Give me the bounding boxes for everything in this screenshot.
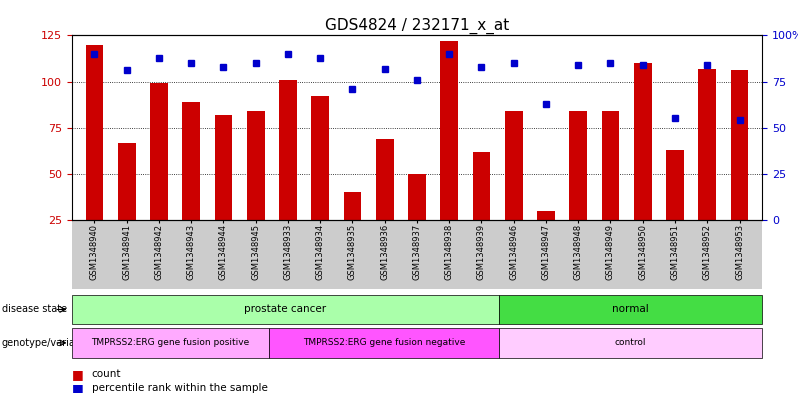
Text: disease state: disease state [2,305,67,314]
Bar [408,174,426,266]
Bar [569,111,587,266]
Bar [279,80,297,266]
Bar [472,152,490,266]
Text: ■: ■ [72,382,84,393]
Bar [634,63,652,266]
Title: GDS4824 / 232171_x_at: GDS4824 / 232171_x_at [325,18,509,34]
Text: control: control [615,338,646,347]
Bar [247,111,265,266]
Text: ■: ■ [72,367,84,381]
Bar [666,150,684,266]
Text: percentile rank within the sample: percentile rank within the sample [92,383,267,393]
Bar [731,70,749,266]
Text: genotype/variation: genotype/variation [2,338,94,348]
Bar [182,102,200,266]
Bar [85,44,103,266]
Text: normal: normal [612,305,649,314]
Bar [150,83,168,266]
Text: TMPRSS2:ERG gene fusion positive: TMPRSS2:ERG gene fusion positive [91,338,250,347]
Bar [505,111,523,266]
Bar [440,41,458,266]
Text: count: count [92,369,121,379]
Bar [311,96,329,266]
Bar [215,115,232,266]
Text: prostate cancer: prostate cancer [244,305,326,314]
Bar [118,143,136,266]
Bar [698,69,716,266]
Bar [344,192,361,266]
Bar [602,111,619,266]
Text: TMPRSS2:ERG gene fusion negative: TMPRSS2:ERG gene fusion negative [303,338,465,347]
Bar [376,139,393,266]
Bar [537,211,555,266]
